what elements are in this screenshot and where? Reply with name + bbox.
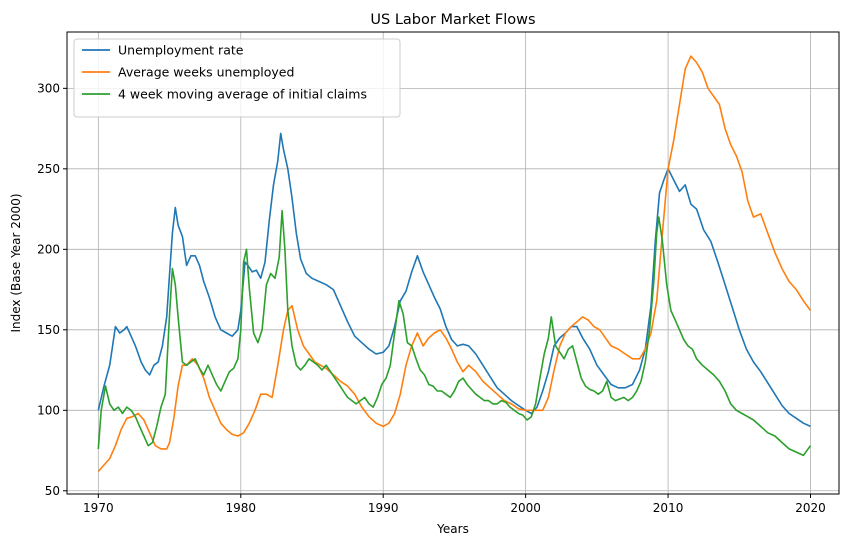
x-tick-label: 1990 xyxy=(368,501,399,515)
x-tick-label: 2010 xyxy=(653,501,684,515)
plot-area-frame xyxy=(66,31,840,495)
legend: Unemployment rate Average weeks unemploye… xyxy=(73,38,401,118)
x-tick-label: 1980 xyxy=(225,501,256,515)
y-tick-label: 250 xyxy=(37,162,60,176)
x-tick-label: 2000 xyxy=(510,501,541,515)
series-line-1 xyxy=(97,132,811,428)
y-axis-title: Index (Base Year 2000) xyxy=(9,193,23,332)
y-tick-label: 50 xyxy=(45,484,60,498)
x-axis: 1970 1980 1990 2000 2010 2020 xyxy=(83,494,826,515)
series-lines xyxy=(97,55,812,473)
legend-label-1: Unemployment rate xyxy=(118,43,244,58)
legend-label-2: Average weeks unemployed xyxy=(118,65,294,80)
chart-title: US Labor Market Flows xyxy=(370,12,535,28)
x-tick-label: 1970 xyxy=(83,501,114,515)
legend-box xyxy=(73,38,401,118)
series-line-3 xyxy=(97,209,812,457)
y-tick-label: 300 xyxy=(37,81,60,95)
y-axis: 50 100 150 200 250 300 xyxy=(37,81,67,498)
legend-label-3: 4 week moving average of initial claims xyxy=(118,87,367,102)
x-axis-title: Years xyxy=(436,522,469,536)
y-tick-label: 150 xyxy=(37,323,60,337)
y-tick-label: 200 xyxy=(37,242,60,256)
x-tick-label: 2020 xyxy=(795,501,826,515)
y-tick-label: 100 xyxy=(37,403,60,417)
series-line-2 xyxy=(97,55,812,473)
